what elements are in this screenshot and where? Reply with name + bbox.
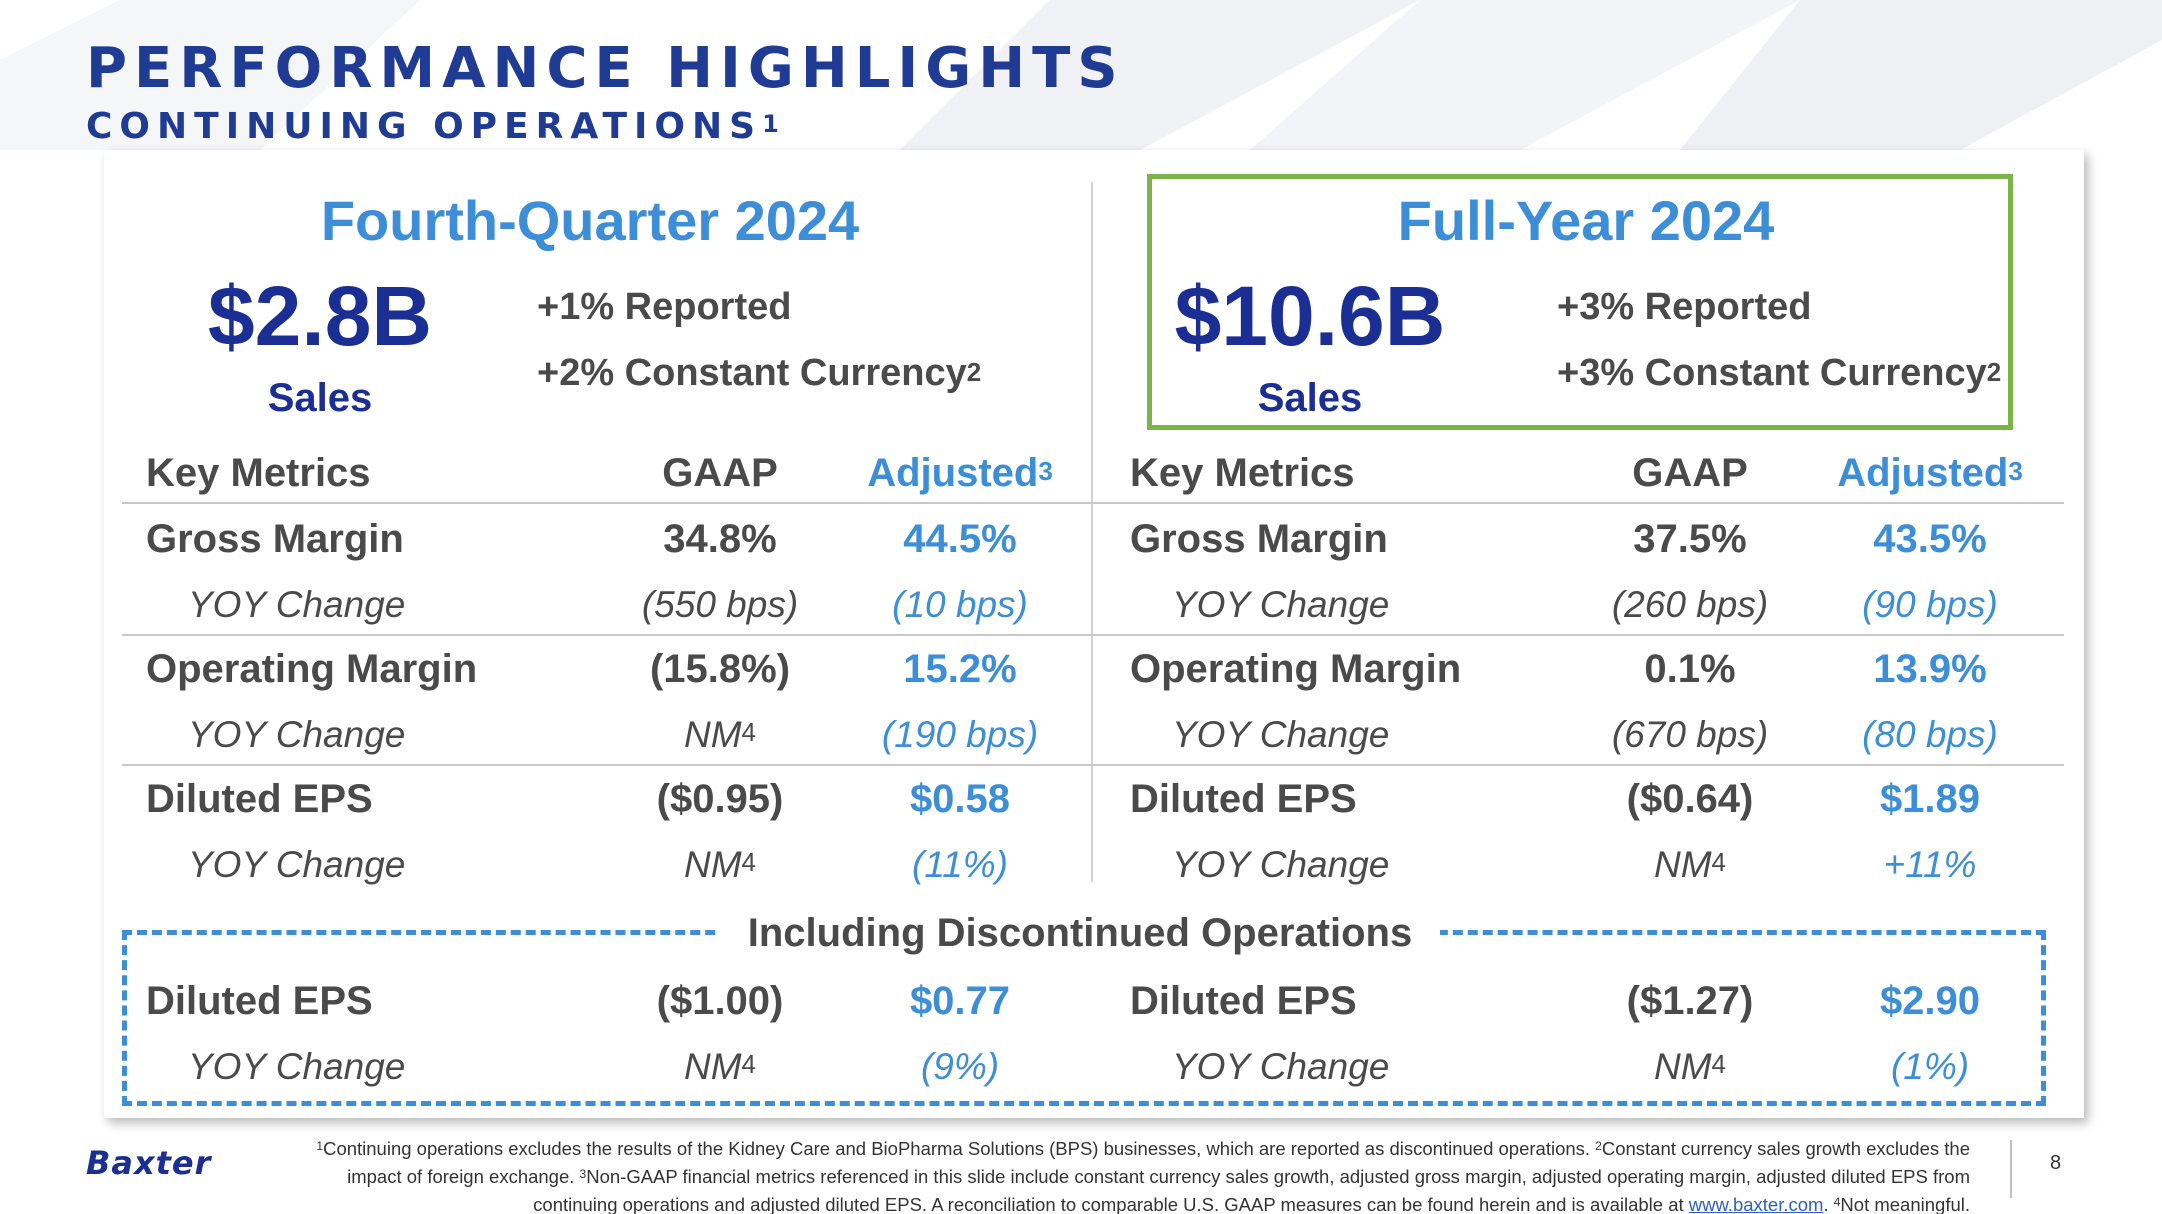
fy-operating-margin-gaap-yoy: (670 bps) [1611,714,1769,755]
footer-divider [2010,1140,2012,1198]
fy-diluted-eps-adjusted: $1.89 [1879,777,1981,821]
q4-sales-value: $2.8B [207,269,433,363]
q4-disc-diluted-eps-adjusted: $0.77 [909,979,1011,1023]
fy-sales-value: $10.6B [1174,269,1446,363]
q4-gross-margin-adjusted: 44.5% [903,517,1017,561]
q4-gross-margin-gaap-yoy: (550 bps) [641,584,799,625]
q4-gross-margin-yoy-label: YOY Change [188,584,406,625]
q4-key-metrics-header: Key Metrics [146,451,371,495]
baxter-website-link[interactable]: www.baxter.com [1688,1194,1824,1214]
fy-gaap-header: GAAP [1632,451,1748,495]
q4-gaap-header: GAAP [662,451,778,495]
fy-operating-margin-yoy-label: YOY Change [1172,714,1390,755]
table-row: Diluted EPS ($1.00) $0.77 Diluted EPS ($… [0,976,2162,1026]
q4-constant-currency-growth: +2% Constant Currency2 [537,352,982,394]
table-row: Gross Margin 34.8% 44.5% Gross Margin 37… [0,514,2162,564]
q4-operating-margin-label: Operating Margin [146,647,478,691]
page-number: 8 [2050,1152,2062,1174]
fy-disc-yoy-label: YOY Change [1172,1046,1390,1087]
fy-diluted-eps-adjusted-yoy: +11% [1883,844,1977,885]
table-row: YOY Change NM4 (190 bps) YOY Change (670… [0,710,2162,760]
header-rule [122,502,2064,504]
page-subtitle: CONTINUING OPERATIONS1 [86,106,779,147]
fy-operating-margin-gaap: 0.1% [1644,647,1736,691]
table-row: Diluted EPS ($0.95) $0.58 Diluted EPS ($… [0,774,2162,824]
q4-diluted-eps-gaap: ($0.95) [656,777,784,821]
fy-diluted-eps-gaap: ($0.64) [1626,777,1754,821]
q4-gross-margin-adjusted-yoy: (10 bps) [892,584,1028,625]
q4-gross-margin-gaap: 34.8% [663,517,777,561]
fy-operating-margin-label: Operating Margin [1130,647,1462,691]
q4-sales-label: Sales [267,376,373,420]
q4-reported-growth: +1% Reported [537,286,792,328]
q4-disc-yoy-label: YOY Change [188,1046,406,1087]
fy-period-title: Full-Year 2024 [1397,189,1775,252]
fy-key-metrics-header: Key Metrics [1130,451,1355,495]
fy-diluted-eps-gaap-yoy: NM4 [1653,844,1726,885]
subtitle-footnote-marker: 1 [762,110,779,138]
q4-operating-margin-adjusted-yoy: (190 bps) [881,714,1039,755]
q4-diluted-eps-yoy-label: YOY Change [188,844,406,885]
fy-diluted-eps-yoy-label: YOY Change [1172,844,1390,885]
q4-diluted-eps-adjusted: $0.58 [909,777,1011,821]
q4-gross-margin-label: Gross Margin [146,517,404,561]
fy-gross-margin-label: Gross Margin [1130,517,1388,561]
q4-disc-gaap-yoy: NM4 [683,1046,756,1087]
fy-gross-margin-yoy-label: YOY Change [1172,584,1390,625]
fy-gross-margin-adjusted-yoy: (90 bps) [1862,584,1998,625]
q4-period-title: Fourth-Quarter 2024 [320,189,860,252]
q4-operating-margin-gaap: (15.8%) [649,647,791,691]
footnotes: 1Continuing operations excludes the resu… [316,1138,1970,1214]
table-row: Operating Margin (15.8%) 15.2% Operating… [0,644,2162,694]
discontinued-operations-title: Including Discontinued Operations [747,911,1413,955]
q4-diluted-eps-label: Diluted EPS [146,777,373,821]
fy-adjusted-header: Adjusted3 [1837,451,2023,495]
q4-diluted-eps-adjusted-yoy: (11%) [912,844,1008,885]
fy-operating-margin-adjusted-yoy: (80 bps) [1862,714,1998,755]
table-row: YOY Change NM4 (9%) YOY Change NM4 (1%) [0,1042,2162,1092]
q4-disc-adjusted-yoy: (9%) [920,1046,1000,1087]
full-year-highlight-box [1147,174,2013,430]
q4-disc-diluted-eps-gaap: ($1.00) [656,979,784,1023]
section-rule [122,764,2064,766]
fy-disc-diluted-eps-label: Diluted EPS [1130,979,1357,1023]
fy-gross-margin-gaap: 37.5% [1633,517,1747,561]
fy-sales-label: Sales [1257,376,1363,420]
q4-operating-margin-adjusted: 15.2% [903,647,1017,691]
baxter-logo: Baxter [86,1144,212,1182]
fy-disc-diluted-eps-adjusted: $2.90 [1879,979,1981,1023]
fy-disc-diluted-eps-gaap: ($1.27) [1626,979,1754,1023]
fy-diluted-eps-label: Diluted EPS [1130,777,1357,821]
fy-disc-adjusted-yoy: (1%) [1890,1046,1970,1087]
q4-operating-margin-gaap-yoy: NM4 [683,714,756,755]
q4-disc-diluted-eps-label: Diluted EPS [146,979,373,1023]
table-row: YOY Change NM4 (11%) YOY Change NM4 +11% [0,840,2162,890]
fy-constant-currency-growth: +3% Constant Currency2 [1557,352,2002,394]
section-rule [122,634,2064,636]
column-divider [1091,182,1093,882]
fy-gross-margin-gaap-yoy: (260 bps) [1611,584,1769,625]
table-header-row: Key Metrics GAAP Adjusted3 Key Metrics G… [0,448,2162,498]
fy-reported-growth: +3% Reported [1557,286,1812,328]
fy-disc-gaap-yoy: NM4 [1653,1046,1726,1087]
q4-adjusted-header: Adjusted3 [867,451,1053,495]
q4-diluted-eps-gaap-yoy: NM4 [683,844,756,885]
table-row: YOY Change (550 bps) (10 bps) YOY Change… [0,580,2162,630]
fy-gross-margin-adjusted: 43.5% [1873,517,1987,561]
q4-operating-margin-yoy-label: YOY Change [188,714,406,755]
page-title: PERFORMANCE HIGHLIGHTS [86,36,1125,101]
discontinued-title-background [720,908,1440,958]
fy-operating-margin-adjusted: 13.9% [1873,647,1987,691]
